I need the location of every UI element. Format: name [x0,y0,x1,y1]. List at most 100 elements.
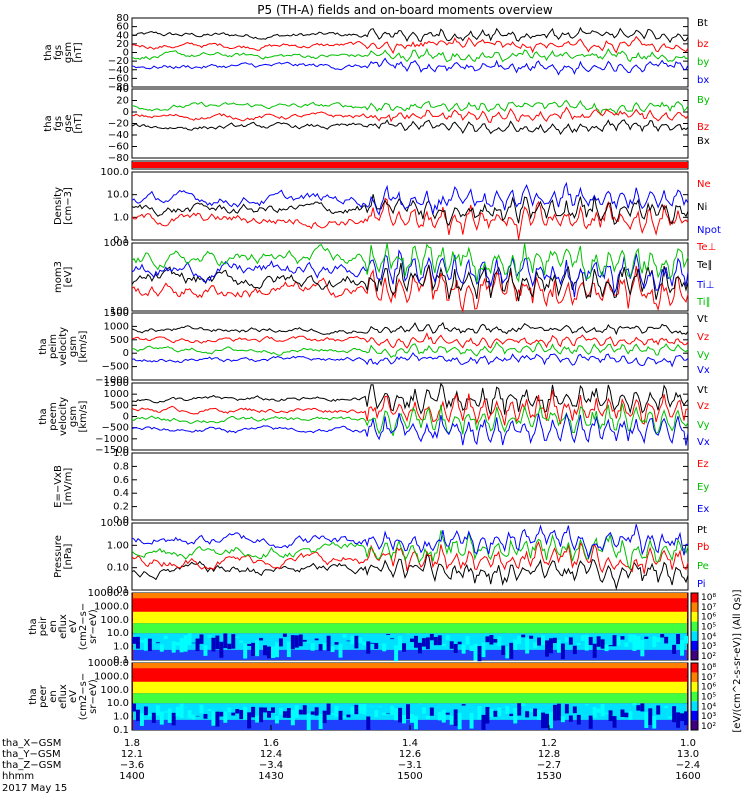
heatmap-column [346,641,350,642]
heatmap-column [303,705,307,714]
heatmap-column [327,636,331,651]
heatmap-column [509,643,513,659]
heatmap-column [656,637,660,642]
ytick-label: 10.0 [107,628,129,639]
heatmap-column [148,714,152,716]
heatmap-column [148,639,152,651]
ytick-label: 100.0 [100,615,129,626]
heatmap-column [434,637,438,645]
legend-entry: Ti∥ [696,297,711,308]
panel-3 [132,161,688,169]
colorbar-segment [691,692,698,702]
heatmap-column [458,713,462,729]
colorbar-tick: 10³ [701,642,716,652]
heatmap-column [553,638,557,643]
ytick-label: 0.8 [113,461,129,472]
heatmap-column [271,647,275,658]
xaxis-value: 1.2 [541,738,557,749]
heatmap-column [271,707,275,712]
heatmap-column [362,642,366,646]
ytick-label: 10000.0 [88,658,129,669]
heatmap-column [609,645,613,646]
heatmap-column [565,704,569,713]
heatmap-column [438,712,442,720]
heatmap-column [470,713,474,729]
heatmap-column [152,713,156,723]
ytick-label: 1.0 [113,212,129,223]
heatmap-column [517,636,521,644]
heatmap-column [339,644,343,658]
colorbar-segment [691,622,698,632]
heatmap-column [529,636,533,639]
heatmap-column [196,639,200,652]
xaxis-row-label: tha_X−GSM [2,738,61,749]
heatmap-column [211,638,215,652]
colorbar-tick: 10⁷ [701,603,716,613]
heatmap-column [342,716,346,718]
legend-entry: Ex [697,504,709,515]
ytick-label: 10000.0 [88,588,129,599]
ytick-label: 1500 [104,308,129,319]
heatmap-column [331,713,335,715]
ytick-label: 20 [116,96,129,107]
heatmap-column [350,707,354,715]
legend-entry: Bx [697,136,710,147]
ytick-label: −80 [108,153,129,164]
colorbar-segment [691,612,698,622]
legend-entry: Bt [697,18,708,29]
heatmap-column [192,643,196,644]
heatmap-column [573,706,577,713]
legend-entry: By [697,95,710,106]
heatmap-column [640,703,644,711]
legend-entry: Vt [697,314,708,325]
heatmap-column [597,636,601,647]
heatmap-column [303,640,307,642]
heatmap-column [636,705,640,711]
heatmap-column [140,713,144,726]
heatmap-column [394,645,398,661]
heatmap-column [247,644,251,646]
panel-frame [132,523,688,590]
colorbar-tick: 10⁴ [701,632,716,642]
figure-title: P5 (TH-A) fields and on-board moments ov… [257,3,553,17]
panel-ylabel-line: [mV/m] [63,468,74,506]
xaxis-value: −3.1 [398,760,422,771]
heatmap-band [133,593,687,598]
heatmap-column [422,707,426,713]
heatmap-column [291,710,295,725]
heatmap-band [133,598,687,611]
heatmap-column [354,705,358,714]
heatmap-column [636,636,640,649]
heatmap-column [215,712,219,727]
heatmap-column [585,704,589,705]
heatmap-column [152,642,156,643]
colorbar-segment [691,631,698,641]
xaxis-value: 12.4 [260,749,282,760]
panel-frame [132,453,688,520]
heatmap-column [497,636,501,646]
heatmap-column [537,638,541,646]
heatmap-column [402,715,406,723]
heatmap-column [374,710,378,717]
heatmap-column [203,645,207,656]
legend-entry: Npot [697,225,721,236]
heatmap-column [521,635,525,638]
heatmap-column [430,707,434,715]
colorbar-segment [691,603,698,613]
heatmap-column [426,637,430,649]
heatmap-column [632,635,636,651]
xaxis-value: 1500 [397,771,422,782]
heatmap-column [200,705,204,714]
heatmap-column [521,703,525,706]
heatmap-column [628,711,632,719]
heatmap-column [549,638,553,653]
heatmap-column [454,644,458,653]
colorbar-tick: 10⁵ [701,623,716,633]
heatmap-column [263,707,267,712]
